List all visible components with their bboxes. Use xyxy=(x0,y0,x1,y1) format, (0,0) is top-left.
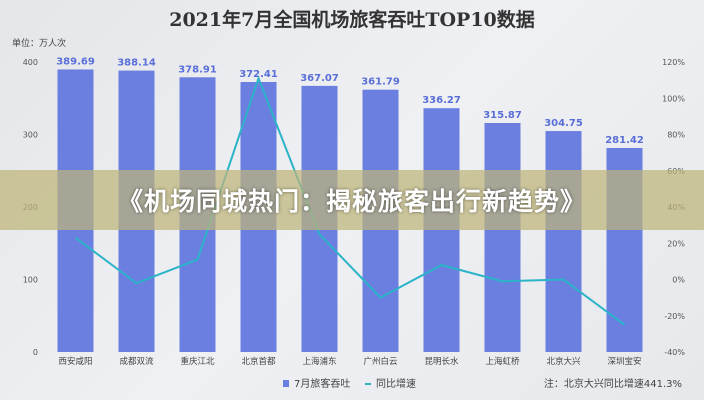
bar-value-label: 378.91 xyxy=(178,64,217,75)
legend-label-line: 同比增速 xyxy=(376,377,416,390)
left-tick-label: 100 xyxy=(23,276,38,285)
bar xyxy=(484,122,521,352)
left-tick-label: 0 xyxy=(33,348,38,357)
bar xyxy=(423,108,460,352)
category-label: 上海浦东 xyxy=(302,356,336,367)
bar-value-label: 336.27 xyxy=(422,95,461,106)
title-banner: 《机场同城热门：揭秘旅客出行新趋势》 xyxy=(0,170,704,230)
category-label: 重庆江北 xyxy=(180,356,215,367)
legend-swatch-line xyxy=(365,383,371,385)
category-label: 深圳宝安 xyxy=(607,356,641,367)
legend-swatch-bar xyxy=(283,380,289,387)
category-label: 西安咸阳 xyxy=(58,356,92,367)
right-tick-label: 100% xyxy=(662,94,685,103)
category-label: 上海虹桥 xyxy=(485,356,520,367)
right-tick-label: 0% xyxy=(672,276,685,285)
right-tick-label: -20% xyxy=(664,312,685,321)
chart-note: 注：北京大兴同比增速441.3% xyxy=(544,377,682,390)
bar-value-label: 281.42 xyxy=(605,135,644,146)
bar-value-label: 367.07 xyxy=(300,73,339,84)
bar-value-label: 372.41 xyxy=(239,69,278,80)
category-label: 北京大兴 xyxy=(546,356,581,367)
category-label: 昆明长水 xyxy=(424,356,459,367)
legend: 7月旅客吞吐 同比增速 xyxy=(283,377,416,390)
right-tick-label: 80% xyxy=(667,131,685,140)
right-tick-label: -40% xyxy=(664,348,685,357)
right-tick-label: 120% xyxy=(662,58,685,67)
bar xyxy=(545,131,582,352)
category-label: 北京首都 xyxy=(241,356,276,367)
left-tick-label: 400 xyxy=(23,58,38,67)
chart-title: 2021年7月全国机场旅客吞吐TOP10数据 xyxy=(169,8,535,31)
growth-line xyxy=(74,75,626,326)
category-label: 成都双流 xyxy=(119,356,154,367)
banner-text: 《机场同城热门：揭秘旅客出行新趋势》 xyxy=(117,187,586,216)
unit-label: 单位：万人次 xyxy=(12,37,66,49)
left-tick-label: 300 xyxy=(23,131,38,140)
right-tick-label: 20% xyxy=(667,239,685,248)
bar-value-label: 315.87 xyxy=(483,110,522,121)
bar-value-label: 388.14 xyxy=(117,58,156,69)
category-label: 广州白云 xyxy=(363,356,398,367)
bar-value-label: 361.79 xyxy=(361,77,400,88)
bar-value-label: 389.69 xyxy=(56,56,95,67)
legend-label-bar: 7月旅客吞吐 xyxy=(294,377,350,390)
bar-value-label: 304.75 xyxy=(544,118,583,129)
